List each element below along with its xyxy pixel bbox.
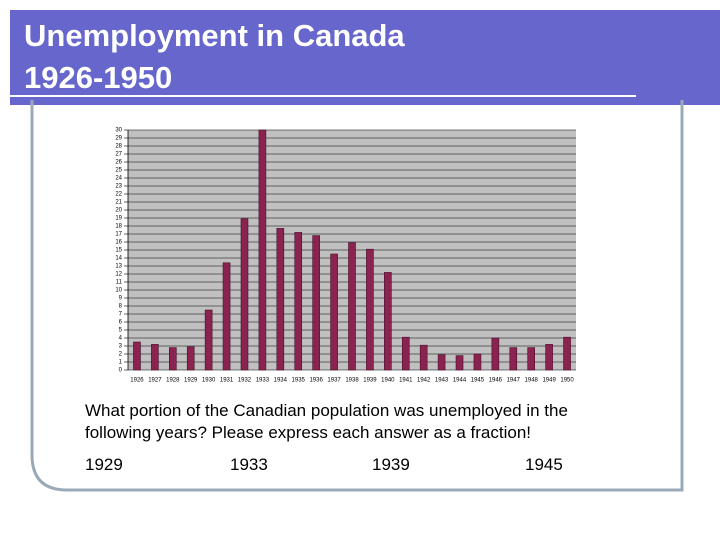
x-tick-label: 1947 — [507, 378, 521, 384]
question-line: What portion of the Canadian population … — [85, 401, 568, 420]
y-tick-label: 30 — [115, 128, 122, 134]
y-tick-label: 25 — [115, 168, 122, 174]
y-tick-label: 16 — [115, 240, 122, 246]
x-tick-label: 1945 — [471, 378, 485, 384]
bar — [204, 309, 213, 371]
bar — [294, 232, 303, 371]
bar — [169, 347, 177, 371]
x-tick-label: 1931 — [220, 378, 234, 384]
y-tick-label: 10 — [115, 288, 122, 294]
x-tick-label: 1943 — [435, 378, 449, 384]
answer-year: 1939 — [372, 455, 410, 474]
bar — [419, 344, 428, 371]
bar — [312, 235, 320, 371]
bar — [563, 336, 571, 371]
x-tick-label: 1950 — [560, 378, 574, 384]
bar — [151, 344, 159, 371]
bar — [527, 347, 536, 371]
y-tick-label: 8 — [119, 304, 123, 310]
bar — [330, 253, 338, 371]
answer-year: 1945 — [525, 455, 563, 474]
x-tick-label: 1937 — [327, 378, 341, 384]
y-tick-label: 1 — [119, 360, 123, 366]
y-tick-label: 17 — [115, 232, 122, 238]
question-line: following years? Please express each ans… — [85, 423, 531, 442]
x-tick-label: 1940 — [381, 378, 395, 384]
bar — [186, 346, 195, 371]
y-tick-label: 0 — [119, 368, 123, 374]
title-band — [10, 10, 720, 105]
x-tick-label: 1932 — [238, 378, 252, 384]
y-tick-label: 7 — [119, 312, 123, 318]
bar — [366, 248, 374, 371]
y-tick-label: 27 — [115, 152, 122, 158]
bar — [473, 353, 482, 371]
answer-year: 1933 — [230, 455, 268, 474]
y-tick-label: 29 — [115, 136, 122, 142]
y-tick-label: 26 — [115, 160, 122, 166]
y-tick-label: 5 — [119, 328, 123, 334]
y-tick-label: 15 — [115, 248, 122, 254]
y-tick-label: 11 — [116, 280, 123, 286]
answer-year: 1929 — [85, 455, 123, 474]
y-tick-label: 2 — [119, 352, 123, 358]
y-tick-label: 9 — [119, 296, 123, 302]
y-tick-label: 18 — [115, 224, 122, 230]
frame — [30, 100, 684, 492]
bar — [401, 336, 410, 371]
bar — [240, 218, 249, 371]
bar — [133, 341, 141, 371]
x-tick-label: 1944 — [453, 378, 467, 384]
bar — [509, 347, 518, 371]
y-tick-label: 3 — [119, 344, 123, 350]
y-tick-label: 23 — [115, 184, 122, 190]
slide-subtitle: 1926-1950 — [24, 60, 172, 95]
x-tick-label: 1948 — [525, 378, 539, 384]
x-tick-label: 1949 — [542, 378, 556, 384]
x-tick-label: 1946 — [489, 378, 503, 384]
y-tick-label: 13 — [115, 264, 122, 270]
y-tick-label: 22 — [115, 192, 122, 198]
x-tick-label: 1939 — [363, 378, 377, 384]
x-tick-label: 1929 — [184, 378, 198, 384]
x-tick-label: 1941 — [399, 378, 413, 384]
bar — [491, 337, 500, 371]
x-tick-label: 1935 — [292, 378, 306, 384]
x-tick-label: 1936 — [309, 378, 323, 384]
bar — [437, 354, 446, 371]
bar — [348, 242, 356, 371]
x-tick-label: 1926 — [130, 378, 144, 384]
y-tick-label: 6 — [119, 320, 123, 326]
y-tick-label: 21 — [115, 200, 122, 206]
y-tick-label: 4 — [119, 336, 123, 342]
x-tick-label: 1927 — [148, 378, 162, 384]
y-tick-label: 12 — [115, 272, 122, 278]
y-tick-label: 14 — [115, 256, 122, 262]
bar — [258, 129, 267, 371]
y-tick-label: 20 — [115, 208, 122, 214]
x-tick-label: 1928 — [166, 378, 180, 384]
x-tick-label: 1934 — [274, 378, 288, 384]
bar — [384, 272, 392, 371]
x-tick-label: 1942 — [417, 378, 431, 384]
bar — [276, 228, 285, 371]
y-tick-label: 28 — [115, 144, 122, 150]
bar — [455, 355, 464, 371]
slide-title: Unemployment in Canada — [24, 18, 405, 53]
y-tick-label: 19 — [115, 216, 122, 222]
x-tick-label: 1930 — [202, 378, 216, 384]
bar — [222, 262, 231, 371]
bar — [545, 344, 553, 371]
x-tick-label: 1933 — [256, 378, 270, 384]
y-tick-label: 24 — [115, 176, 122, 182]
x-tick-label: 1938 — [345, 378, 359, 384]
